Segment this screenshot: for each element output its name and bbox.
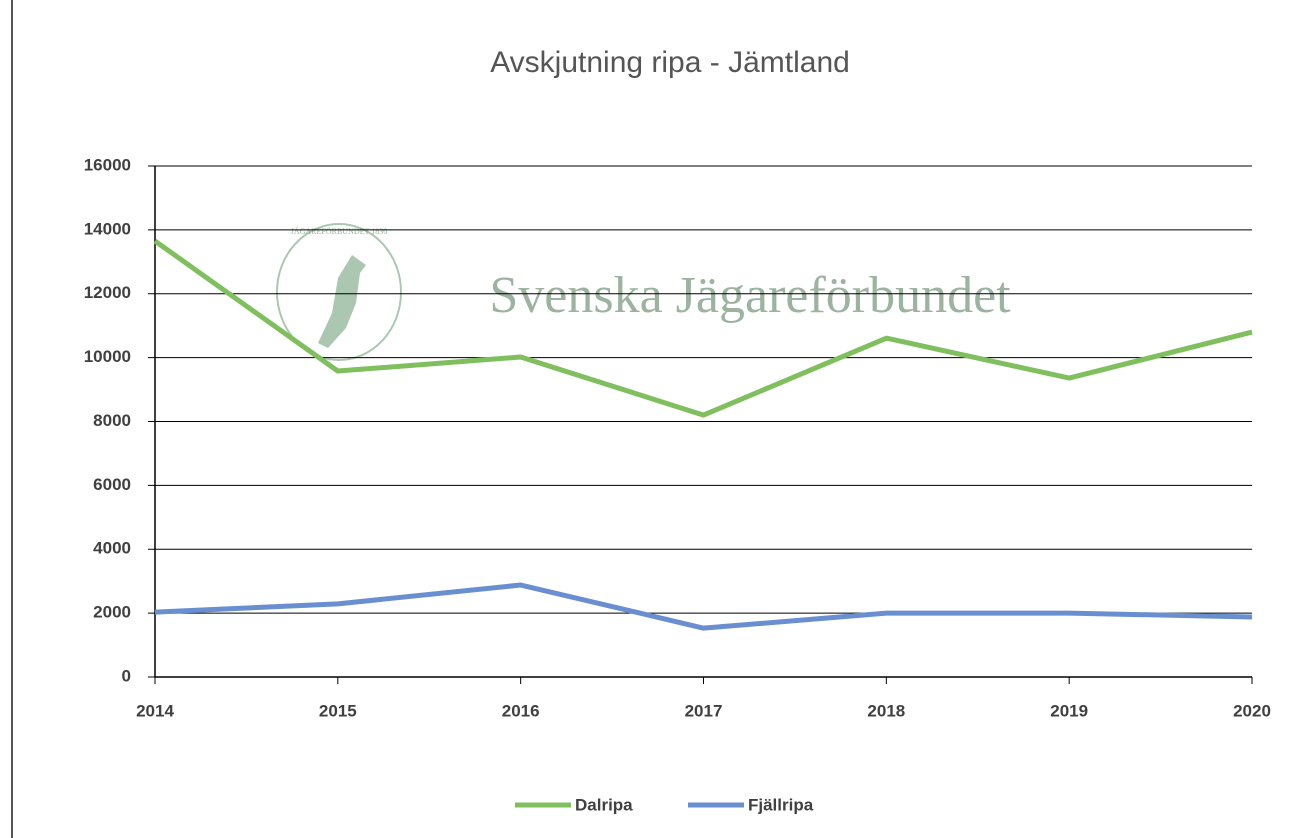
x-tick-label: 2017 (685, 701, 723, 720)
x-tick-label: 2014 (136, 701, 174, 720)
x-tick-label: 2019 (1050, 701, 1088, 720)
y-tick-label: 12000 (84, 283, 131, 302)
x-tick-label: 2015 (319, 701, 357, 720)
watermark-logo (276, 223, 402, 361)
y-tick-label: 0 (122, 666, 131, 685)
x-tick-label: 2020 (1233, 701, 1271, 720)
y-tick-label: 2000 (93, 603, 131, 622)
y-tick-label: 6000 (93, 475, 131, 494)
series-line (154, 582, 1253, 631)
x-tick-label: 2016 (502, 701, 540, 720)
y-tick-label: 8000 (93, 411, 131, 430)
legend-label: Fjällripa (748, 795, 814, 814)
y-tick-label: 16000 (84, 155, 131, 174)
watermark-emblem: JÄGAREFÖRBUNDET 1830 (291, 227, 388, 236)
x-tick-label: 2018 (867, 701, 905, 720)
legend-label: Dalripa (575, 795, 633, 814)
watermark: Svenska Jägareförbundet (489, 267, 1011, 324)
chart-title: Avskjutning ripa - Jämtland (490, 46, 850, 79)
y-tick-label: 14000 (84, 219, 131, 238)
series-line (153, 239, 1253, 418)
y-tick-label: 4000 (93, 539, 131, 558)
y-tick-label: 10000 (84, 347, 131, 366)
